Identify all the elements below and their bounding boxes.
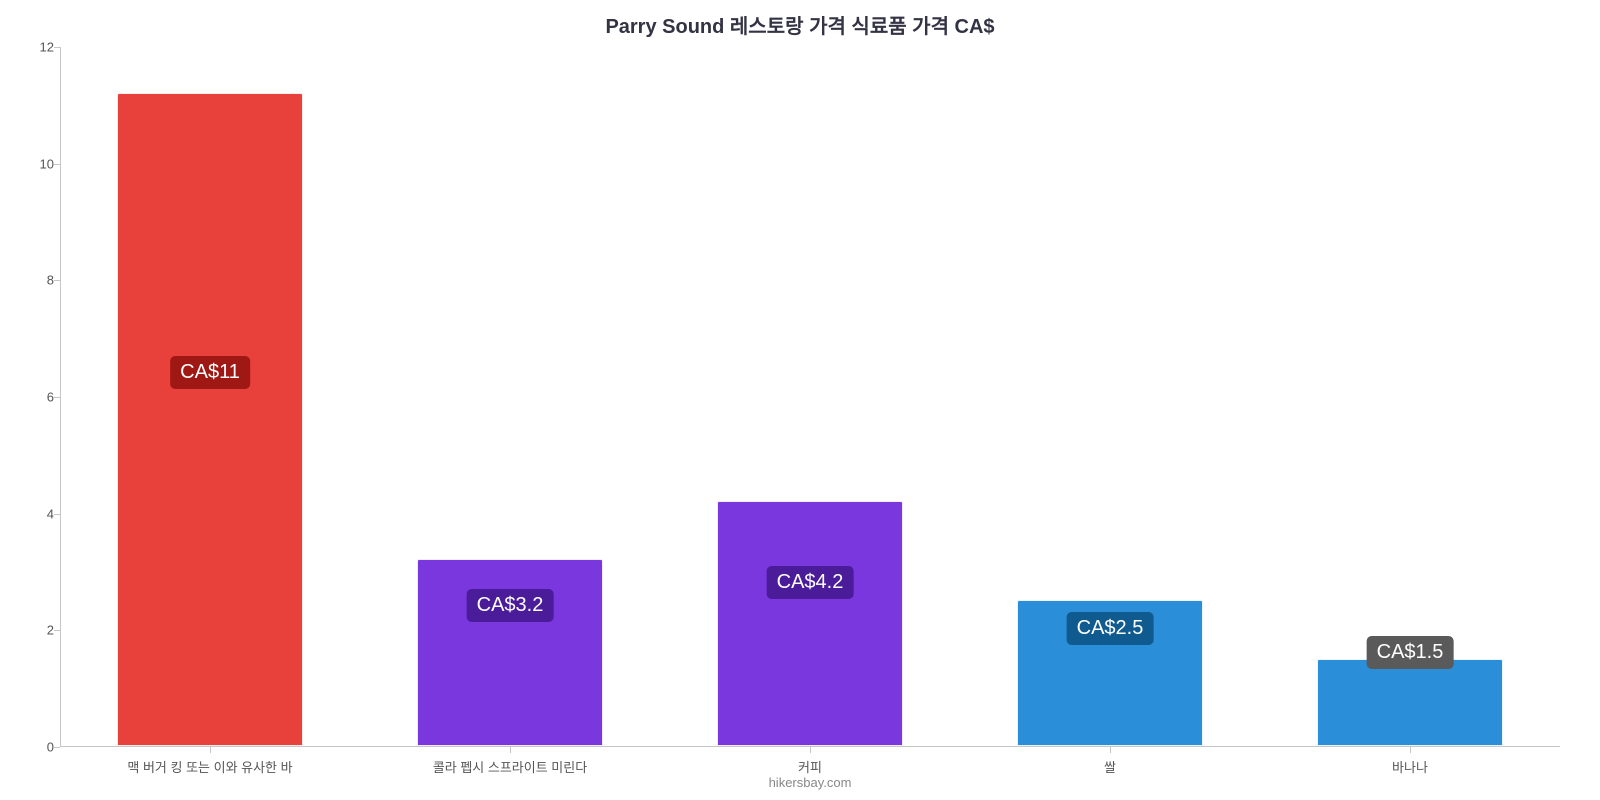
- plot-holder: 024681012 CA$11맥 버거 킹 또는 이와 유사한 바CA$3.2콜…: [60, 47, 1560, 747]
- category-label: 콜라 펩시 스프라이트 미린다: [433, 757, 587, 776]
- chart-container: Parry Sound 레스토랑 가격 식료품 가격 CA$ 024681012…: [0, 0, 1600, 800]
- y-axis-line: [60, 47, 61, 747]
- bar-value-badge: CA$3.2: [467, 589, 554, 622]
- chart-title: Parry Sound 레스토랑 가격 식료품 가격 CA$: [20, 10, 1580, 39]
- y-tick-label: 6: [47, 390, 54, 405]
- bar: [1317, 659, 1503, 747]
- y-tick-mark: [54, 397, 60, 398]
- category-label: 맥 버거 킹 또는 이와 유사한 바: [127, 757, 292, 776]
- y-tick-label: 4: [47, 506, 54, 521]
- bar: [117, 93, 303, 746]
- x-tick-mark: [510, 747, 511, 753]
- y-tick-label: 0: [47, 740, 54, 755]
- bar-value-badge: CA$11: [170, 356, 250, 389]
- attribution: hikersbay.com: [769, 775, 852, 790]
- category-label: 바나나: [1392, 757, 1428, 776]
- y-tick-mark: [54, 164, 60, 165]
- bar-value-badge: CA$4.2: [767, 566, 854, 599]
- y-tick-mark: [54, 47, 60, 48]
- plot-area: CA$11맥 버거 킹 또는 이와 유사한 바CA$3.2콜라 펩시 스프라이트…: [60, 47, 1560, 747]
- y-tick-mark: [54, 280, 60, 281]
- y-tick-mark: [54, 630, 60, 631]
- y-tick-label: 12: [40, 40, 54, 55]
- bar: [717, 501, 903, 746]
- x-tick-mark: [810, 747, 811, 753]
- x-tick-mark: [1110, 747, 1111, 753]
- x-tick-mark: [1410, 747, 1411, 753]
- bar: [417, 559, 603, 746]
- bar-value-badge: CA$1.5: [1367, 636, 1454, 669]
- y-tick-mark: [54, 514, 60, 515]
- y-tick-label: 2: [47, 623, 54, 638]
- category-label: 쌀: [1104, 757, 1116, 776]
- category-label: 커피: [798, 757, 822, 776]
- y-tick-mark: [54, 747, 60, 748]
- bar-value-badge: CA$2.5: [1067, 612, 1154, 645]
- x-tick-mark: [210, 747, 211, 753]
- y-tick-label: 8: [47, 273, 54, 288]
- y-tick-label: 10: [40, 156, 54, 171]
